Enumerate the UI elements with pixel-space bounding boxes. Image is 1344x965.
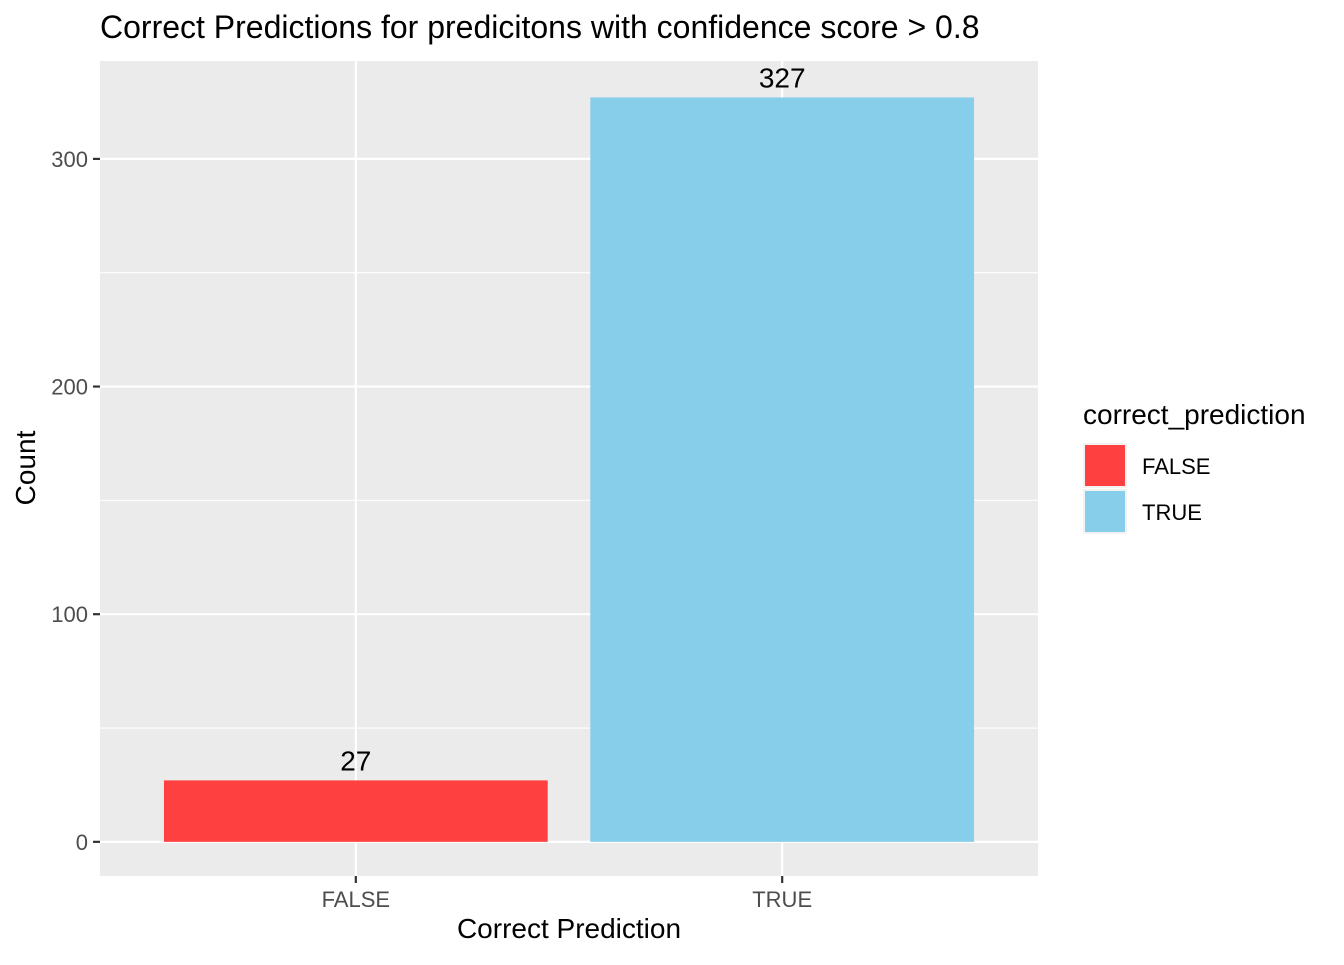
chart-title: Correct Predictions for predicitons with… (100, 9, 980, 45)
legend: correct_prediction FALSE TRUE (1083, 399, 1306, 534)
data-label: 327 (759, 62, 806, 93)
y-tick-label: 0 (76, 830, 88, 855)
y-tick-label: 100 (51, 602, 88, 627)
y-tick-label: 200 (51, 375, 88, 400)
bar-true (590, 97, 975, 842)
y-tick-label: 300 (51, 147, 88, 172)
y-axis-title: Count (10, 430, 41, 505)
x-axis-title: Correct Prediction (457, 913, 681, 944)
bars: 27 327 (163, 62, 975, 842)
data-label: 27 (340, 745, 371, 776)
bar-false (163, 780, 548, 842)
x-tick-label: FALSE (322, 887, 390, 912)
x-tick-label: TRUE (752, 887, 812, 912)
legend-label: FALSE (1142, 454, 1210, 479)
legend-label: TRUE (1142, 500, 1202, 525)
legend-title: correct_prediction (1083, 399, 1306, 430)
x-tick-labels: FALSE TRUE (322, 876, 812, 912)
legend-key-false (1085, 445, 1125, 486)
y-tick-labels: 0 100 200 300 (51, 147, 100, 855)
legend-key-true (1085, 491, 1125, 532)
